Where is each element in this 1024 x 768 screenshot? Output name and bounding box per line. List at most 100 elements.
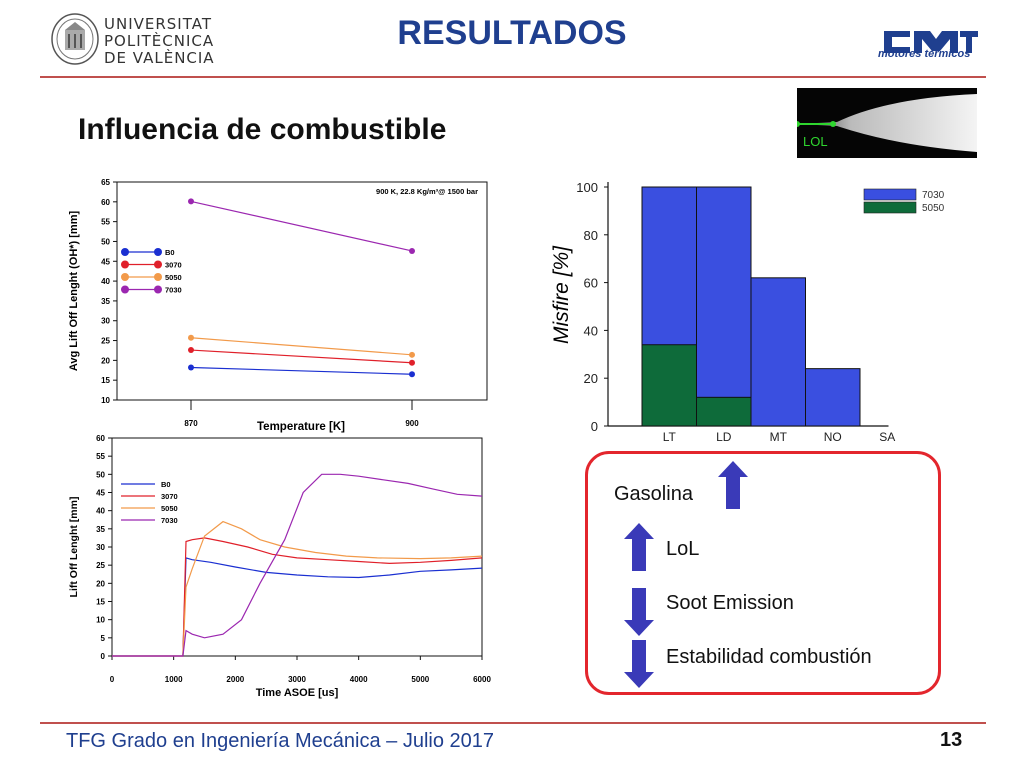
- chart1-ytick-label: 55: [101, 218, 110, 227]
- chart1-ytick-label: 65: [101, 178, 110, 187]
- chart1-legend-marker: [121, 260, 129, 269]
- chart3-ytick-label: 80: [584, 228, 598, 243]
- chart3-bar-7030-MT: [750, 277, 806, 427]
- chart1-point-3070: [409, 359, 415, 366]
- page-number: 13: [940, 729, 963, 751]
- section-subtitle: Influencia de combustible: [78, 113, 447, 146]
- chart1-legend-marker: [154, 260, 162, 269]
- footer-text: TFG Grado en Ingeniería Mecánica – Julio…: [66, 730, 495, 752]
- chart2-ytick-label: 10: [96, 616, 105, 625]
- university-logo-seal: [51, 13, 99, 65]
- chart1-point-7030: [188, 198, 194, 205]
- lol-label: LOL: [803, 134, 828, 149]
- chart1-legend-marker: [121, 285, 129, 294]
- chart3-ytick-label: 40: [584, 323, 598, 338]
- chart1-annotation: 900 K, 22.8 Kg/m³@ 1500 bar: [376, 187, 478, 196]
- chart1-xlabel: Temperature [K]: [257, 421, 345, 433]
- chart1-ytick-label: 30: [101, 317, 110, 326]
- chart3-xtick-label: SA: [879, 430, 895, 444]
- chart2-xtick-label: 3000: [288, 675, 306, 684]
- chart3-ytick-label: 100: [576, 180, 598, 195]
- summary-item-estabilidad: Estabilidad combustión: [666, 646, 872, 668]
- chart1-ytick-label: 35: [101, 297, 110, 306]
- summary-item-lol: LoL: [666, 538, 700, 560]
- summary-box: [585, 451, 941, 695]
- chart2-ytick-label: 15: [96, 598, 105, 607]
- chart2-ytick-label: 5: [101, 634, 106, 643]
- chart2-ytick-label: 30: [96, 543, 105, 552]
- chart1-ytick-label: 60: [101, 198, 110, 207]
- chart3-bar-7030-NO: [805, 368, 861, 427]
- chart3-ytick-label: 60: [584, 276, 598, 291]
- chart2-legend-label: 3070: [161, 492, 178, 501]
- chart1-ytick-label: 40: [101, 277, 110, 286]
- chart3-xtick-label: LD: [716, 430, 732, 444]
- summary-item-gasolina: Gasolina: [614, 483, 693, 505]
- chart2-xtick-label: 6000: [473, 675, 491, 684]
- chart3-xtick-label: MT: [770, 430, 788, 444]
- chart2-ytick-label: 40: [96, 507, 105, 516]
- chart2-series-line-B0: [112, 557, 483, 657]
- chart3-ylabel: Misfire [%]: [550, 245, 573, 344]
- chart2-ytick-label: 55: [96, 452, 105, 461]
- chart2-xtick-label: 1000: [165, 675, 183, 684]
- chart1-ytick-label: 10: [101, 396, 110, 405]
- chart3-legend-label: 5050: [922, 203, 945, 214]
- chart2-xtick-label: 5000: [411, 675, 429, 684]
- footer-divider: [40, 722, 986, 724]
- chart3-legend-swatch: [863, 201, 917, 214]
- chart1-xtick-label: 870: [184, 419, 198, 428]
- arrow-up-icon: [718, 461, 748, 509]
- chart2-series-line-3070: [112, 537, 483, 657]
- chart1-legend-label: 3070: [165, 261, 182, 270]
- chart2-xtick-label: 2000: [226, 675, 244, 684]
- chart2-series-line-7030: [112, 473, 483, 657]
- chart2-legend-label: 7030: [161, 516, 178, 525]
- chart1-ytick-label: 45: [101, 257, 110, 266]
- chart3-bar-5050-LD: [696, 396, 752, 427]
- chart3-xtick-label: LT: [663, 430, 677, 444]
- chart1-series-line-3070: [190, 349, 413, 364]
- chart1-ytick-label: 15: [101, 376, 110, 385]
- chart3-xtick-label: NO: [824, 430, 842, 444]
- cmt-logo-subtitle: motores térmicos: [878, 48, 971, 60]
- chart1-point-B0: [409, 371, 415, 378]
- chart1-ytick-label: 20: [101, 356, 110, 365]
- chart2-xtick-label: 0: [110, 675, 115, 684]
- chart1-series-line-B0: [190, 366, 413, 375]
- lol-time-chart: 0 5 10 15 20 25 30 35 40 45 50 55 60 0 1000 2000 3000 400…: [68, 434, 491, 699]
- chart2-ytick-label: 50: [96, 470, 105, 479]
- chart3-ytick-label: 0: [591, 419, 598, 434]
- chart1-point-5050: [409, 351, 415, 358]
- chart1-legend-label: B0: [165, 248, 175, 257]
- chart1-legend-label: 7030: [165, 286, 182, 295]
- chart2-xlabel: Time ASOE [us]: [256, 687, 339, 699]
- university-line-1: UNIVERSITAT: [104, 15, 212, 33]
- chart3-ytick-label: 20: [584, 371, 598, 386]
- chart1-point-5050: [188, 334, 194, 341]
- chart2-series-line-5050: [112, 520, 483, 657]
- slide-title: RESULTADOS: [397, 14, 627, 52]
- chart2-xtick-label: 4000: [350, 675, 368, 684]
- chart2-ytick-label: 20: [96, 579, 105, 588]
- chart3-bar-5050-LT: [641, 344, 697, 427]
- arrow-down-icon: [624, 588, 654, 636]
- misfire-chart: 0 20 40 60 80 100 LT LD MT NO SA 7030 5050 Misfire…: [550, 180, 945, 444]
- chart1-ytick-label: 25: [101, 337, 110, 346]
- chart1-legend-marker: [154, 248, 162, 256]
- chart2-legend-label: 5050: [161, 504, 178, 513]
- chart1-legend-marker: [154, 273, 162, 281]
- avg-lol-temperature-chart: 10 15 20 25 30 35 40 45 50 55 60 65 870 900 B0 3070 505…: [68, 178, 488, 433]
- chart1-xtick-label: 900: [405, 419, 419, 428]
- chart1-legend-marker: [121, 248, 129, 256]
- chart3-bar-7030-LD: [696, 186, 752, 427]
- chart2-ytick-label: 60: [96, 434, 105, 443]
- chart2-ytick-label: 45: [96, 489, 105, 498]
- header-divider: [40, 76, 986, 78]
- chart1-ytick-label: 50: [101, 237, 110, 246]
- chart2-legend-label: B0: [161, 480, 171, 489]
- lol-flame-image: LOL: [797, 88, 977, 158]
- cmt-logo: [884, 31, 978, 53]
- chart1-series-line-7030: [190, 200, 413, 252]
- chart1-series-line-5050: [190, 337, 413, 356]
